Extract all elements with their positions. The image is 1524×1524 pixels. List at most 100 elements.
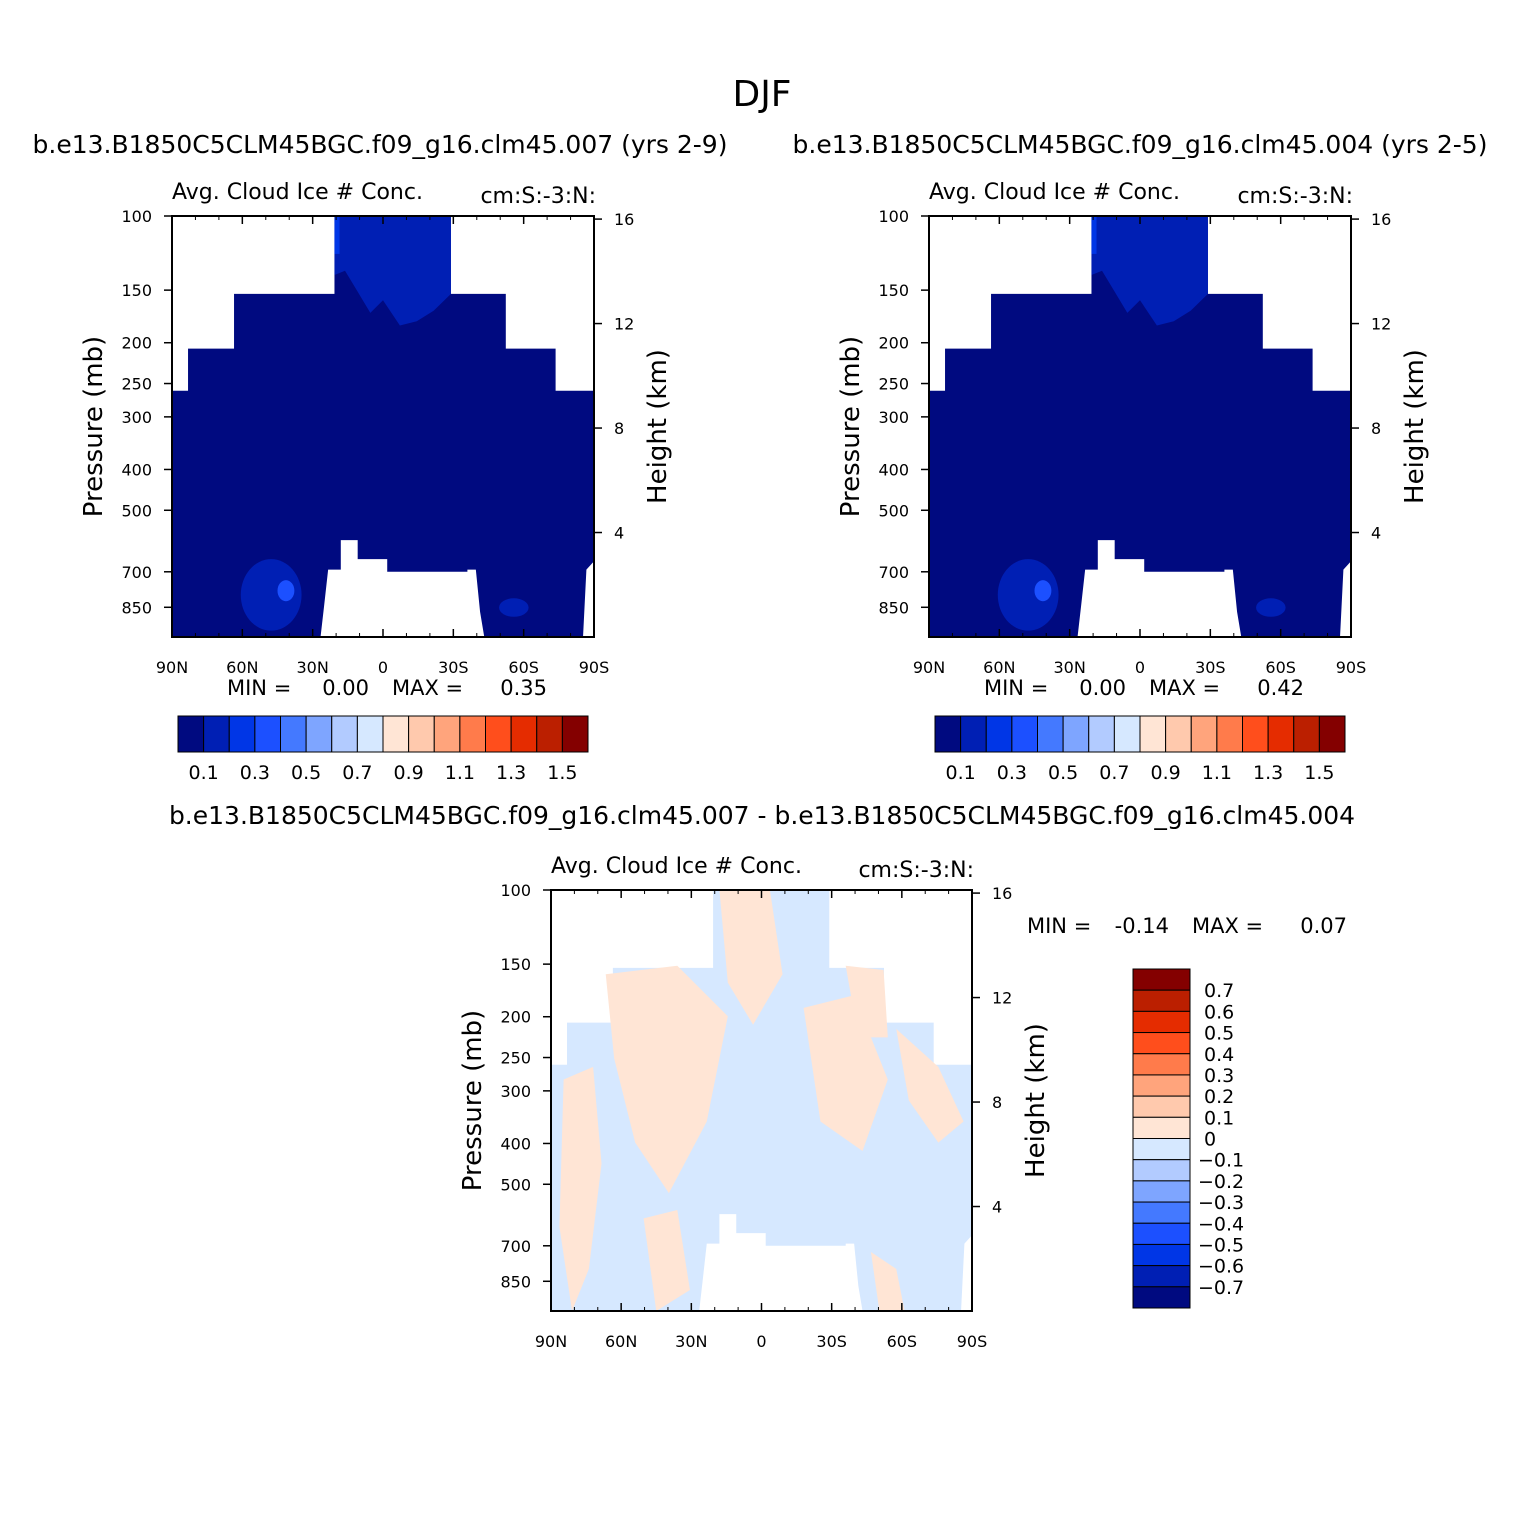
- panel-2-x-tick-3: 30N: [1054, 658, 1086, 677]
- panel-2-x-tick-2: 60N: [983, 658, 1015, 677]
- panel-1-colorbar-box-1: [177, 715, 205, 753]
- panel-1-y-tick-5: 300: [121, 408, 152, 427]
- panel-3-colorbar: 0.70.60.50.40.30.20.10−0.1−0.2−0.3−0.4−0…: [1132, 968, 1244, 1309]
- panel-1-colorbar-label-4: 0.7: [342, 762, 372, 784]
- panel-3-colorbar-box-4: [1132, 1032, 1191, 1055]
- panel-2-upper-plume: [1091, 216, 1208, 326]
- panel-1-y-tick-7: 500: [121, 501, 152, 520]
- panel-2-colorbar-box-15: [1293, 715, 1320, 753]
- panel-1-y-tick-3: 200: [121, 334, 152, 353]
- panel-3-colorbar-box-14: [1132, 1243, 1191, 1267]
- panel-3-x-tick-4: 0: [756, 1332, 766, 1351]
- panel-1-colorbar-box-8: [356, 715, 384, 753]
- panel-3-colorbar-label-14: −0.6: [1198, 1256, 1244, 1278]
- panel-3-positive-region-8: [643, 1209, 690, 1311]
- panel-2-colorbar-box-16: [1318, 715, 1346, 753]
- panel-1-lower-nh-core: [277, 580, 295, 602]
- panel-1-colorbar-box-9: [382, 715, 410, 753]
- panel-2-x-tick-5: 30S: [1195, 658, 1226, 677]
- panel-3-y2-tick-1: 16: [992, 884, 1012, 903]
- panel-2-colorbar-label-4: 0.7: [1099, 762, 1129, 784]
- panel-1-colorbar-label-3: 0.5: [291, 762, 321, 784]
- panel-3-y-tick-6: 400: [500, 1134, 531, 1153]
- panel-1-colorbar-box-2: [203, 715, 230, 753]
- panel-3-colorbar-label-11: −0.3: [1198, 1192, 1244, 1214]
- panel-3-colorbar-label-10: −0.2: [1198, 1171, 1244, 1193]
- panel-2-y2-tick-3: 8: [1371, 419, 1381, 438]
- panel-3-y2-tick-3: 8: [992, 1093, 1002, 1112]
- panel-3-positive-region-2: [559, 1066, 602, 1311]
- panel-2-colorbar-label-1: 0.1: [946, 762, 976, 784]
- panel-3-colorbar-label-9: −0.1: [1198, 1150, 1244, 1172]
- panel-2-subtitle-left: Avg. Cloud Ice # Conc.: [929, 180, 1180, 205]
- panel-2-colorbar-box-8: [1113, 715, 1141, 753]
- panel-3-y-tick-2: 150: [500, 955, 531, 974]
- panel-3-max-value: 0.07: [1300, 914, 1347, 938]
- panel-3-title: b.e13.B1850C5CLM45BGC.f09_g16.clm45.007 …: [169, 801, 1355, 830]
- panel-3-colorbar-box-2: [1132, 989, 1191, 1012]
- panel-3-positive-region-3: [719, 890, 783, 1025]
- panel-3-colorbar-box-12: [1132, 1201, 1191, 1224]
- panel-3-colorbar-label-8: 0: [1204, 1129, 1216, 1151]
- panel-3-colorbar-box-9: [1132, 1138, 1191, 1161]
- panel-2-title: b.e13.B1850C5CLM45BGC.f09_g16.clm45.004 …: [793, 130, 1488, 159]
- panel-2-colorbar-box-7: [1088, 715, 1115, 753]
- panel-1-colorbar: 0.1 0.3 0.5 0.7 0.9 1.1 1.3 1.5: [177, 715, 589, 784]
- panel-3-colorbar-label-13: −0.5: [1198, 1234, 1244, 1256]
- panel-3-colorbar-label-15: −0.7: [1198, 1277, 1244, 1299]
- panel-2-y-tick-5: 300: [878, 408, 909, 427]
- panel-2-y2-axis-label: Height (km): [1400, 349, 1430, 504]
- panel-2-y-tick-6: 400: [878, 460, 909, 479]
- panel-1-min-label: MIN =: [227, 676, 291, 700]
- panel-3-min-value: -0.14: [1115, 914, 1169, 938]
- panel-1-x-tick-6: 60S: [508, 658, 539, 677]
- panel-3-colorbar-box-16: [1132, 1286, 1191, 1309]
- panel-1-colorbar-box-14: [510, 715, 538, 753]
- panel-1-y2-tick-1: 16: [614, 210, 634, 229]
- panel-1-x-tick-2: 60N: [226, 658, 258, 677]
- panel-1-colorbar-box-4: [254, 715, 281, 753]
- panel-2-y2-tick-4: 4: [1371, 524, 1381, 543]
- panel-2-colorbar-box-6: [1062, 715, 1090, 753]
- panel-2-y-tick-9: 850: [878, 598, 909, 617]
- panel-3-y-tick-7: 500: [500, 1175, 531, 1194]
- panel-1-y-tick-6: 400: [121, 460, 152, 479]
- panel-1-subtitle-right: cm:S:-3:N:: [480, 184, 596, 209]
- panel-1-colorbar-box-13: [485, 715, 512, 753]
- panel-1-colorbar-box-7: [331, 715, 358, 753]
- panel-3-x-tick-2: 60N: [605, 1332, 637, 1351]
- panel-3-colorbar-box-13: [1132, 1222, 1191, 1245]
- panel-2-x-tick-4: 0: [1135, 658, 1145, 677]
- panel-2-colorbar-box-2: [960, 715, 987, 753]
- panel-2-y-tick-7: 500: [878, 501, 909, 520]
- panel-1-colorbar-box-15: [536, 715, 563, 753]
- panel-1-max-value: 0.35: [500, 676, 547, 700]
- panel-2-colorbar-label-5: 0.9: [1151, 762, 1181, 784]
- panel-2-max-value: 0.42: [1257, 676, 1304, 700]
- panel-1-colorbar-box-3: [228, 715, 256, 753]
- panel-3-colorbar-label-12: −0.4: [1198, 1213, 1244, 1235]
- panel-2-colorbar-label-6: 1.1: [1202, 762, 1232, 784]
- panel-2-colorbar-box-3: [985, 715, 1013, 753]
- panel-2-lower-nh-core: [1034, 580, 1052, 602]
- panel-2-x-tick-6: 60S: [1265, 658, 1296, 677]
- panel-1-x-tick-7: 90S: [579, 658, 610, 677]
- panel-1-y-tick-1: 100: [121, 207, 152, 226]
- panel-1-y-tick-4: 250: [121, 375, 152, 394]
- panel-3-colorbar-box-15: [1132, 1265, 1191, 1288]
- panel-1-colorbar-label-1: 0.1: [189, 762, 219, 784]
- panel-3-x-tick-5: 30S: [816, 1332, 847, 1351]
- panel-3-y-tick-8: 700: [500, 1237, 531, 1256]
- panel-3-colorbar-box-7: [1132, 1095, 1191, 1118]
- panel-2-x-tick-7: 90S: [1336, 658, 1367, 677]
- panel-3-x-tick-6: 60S: [887, 1332, 918, 1351]
- panel-3-x-tick-3: 30N: [675, 1332, 707, 1351]
- figure-title: DJF: [732, 74, 791, 115]
- panel-2-subtitle-right: cm:S:-3:N:: [1237, 184, 1353, 209]
- panel-1: b.e13.B1850C5CLM45BGC.f09_g16.clm45.007 …: [33, 130, 728, 784]
- panel-1-colorbar-label-6: 1.1: [445, 762, 475, 784]
- panel-1-lower-nh-region: [240, 559, 302, 631]
- panel-1-colorbar-box-5: [280, 715, 307, 753]
- panel-2-lower-sh-region: [1256, 598, 1286, 617]
- panel-3-positive-region-1: [605, 965, 728, 1194]
